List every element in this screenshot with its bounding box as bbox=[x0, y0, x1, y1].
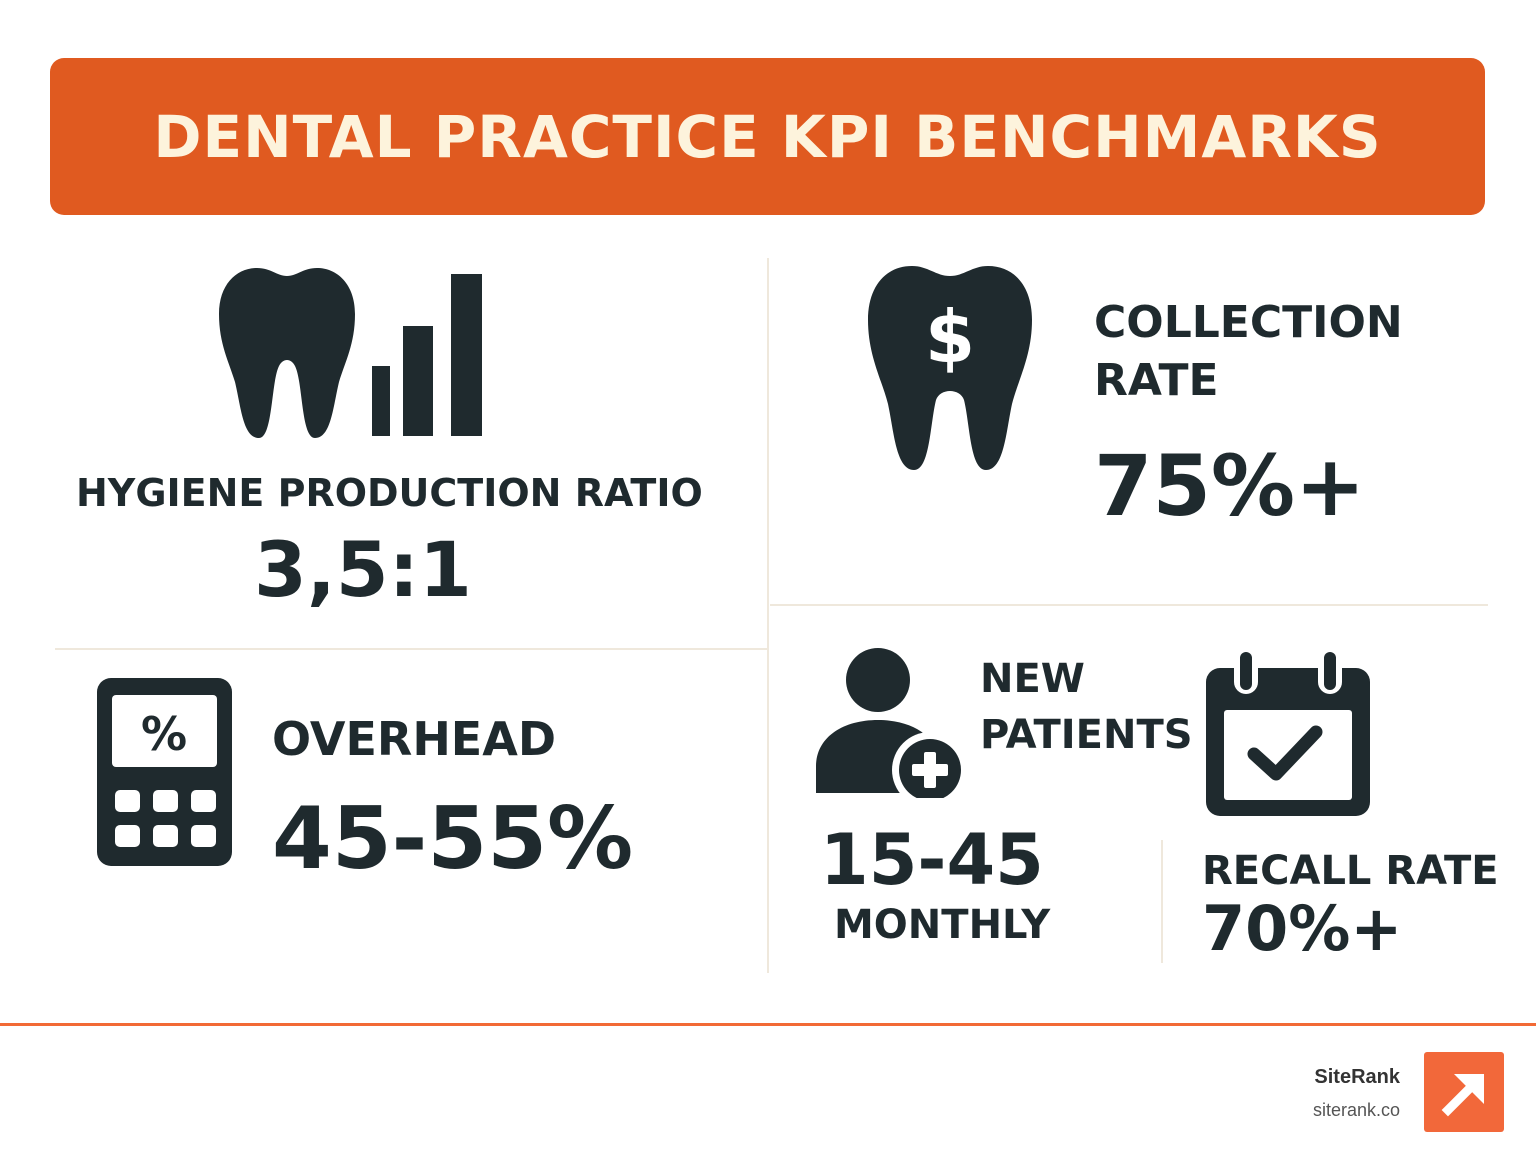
calculator-percent-glyph: % bbox=[141, 707, 187, 761]
new-patients-label-line2: PATIENTS bbox=[980, 712, 1193, 758]
divider-horizontal-left bbox=[55, 648, 767, 650]
hygiene-label: HYGIENE PRODUCTION RATIO bbox=[76, 471, 703, 515]
collection-label-line1: COLLECTION bbox=[1094, 297, 1403, 348]
recall-value: 70%+ bbox=[1202, 892, 1403, 965]
collection-label-line2: RATE bbox=[1094, 355, 1219, 406]
divider-horizontal-right bbox=[770, 604, 1488, 606]
arrow-up-right-icon bbox=[1441, 1074, 1484, 1117]
user-add-icon bbox=[812, 648, 972, 798]
brand-name: SiteRank bbox=[1314, 1066, 1400, 1088]
divider-vertical-bottom-right bbox=[1161, 840, 1163, 963]
page-title: DENTAL PRACTICE KPI BENCHMARKS bbox=[153, 102, 1382, 171]
new-patients-label-line1: NEW bbox=[980, 656, 1085, 702]
divider-vertical-main bbox=[767, 258, 769, 973]
recall-label: RECALL RATE bbox=[1202, 848, 1499, 894]
tooth-bar-chart-icon bbox=[215, 262, 485, 442]
overhead-value: 45-55% bbox=[272, 789, 634, 889]
overhead-label: OVERHEAD bbox=[272, 712, 557, 766]
brand-logo[interactable] bbox=[1424, 1052, 1504, 1132]
title-banner: DENTAL PRACTICE KPI BENCHMARKS bbox=[50, 58, 1485, 215]
new-patients-value: 15-45 bbox=[820, 819, 1044, 901]
brand-url: siterank.co bbox=[1312, 1100, 1400, 1120]
calculator-percent-icon: % bbox=[97, 678, 232, 866]
collection-value: 75%+ bbox=[1094, 437, 1366, 535]
hygiene-value: 3,5:1 bbox=[254, 525, 472, 614]
tooth-dollar-icon: $ bbox=[866, 264, 1034, 474]
svg-text:$: $ bbox=[925, 295, 975, 379]
calendar-check-icon bbox=[1204, 648, 1372, 818]
footer-divider bbox=[0, 1023, 1536, 1026]
new-patients-unit: MONTHLY bbox=[834, 902, 1051, 948]
